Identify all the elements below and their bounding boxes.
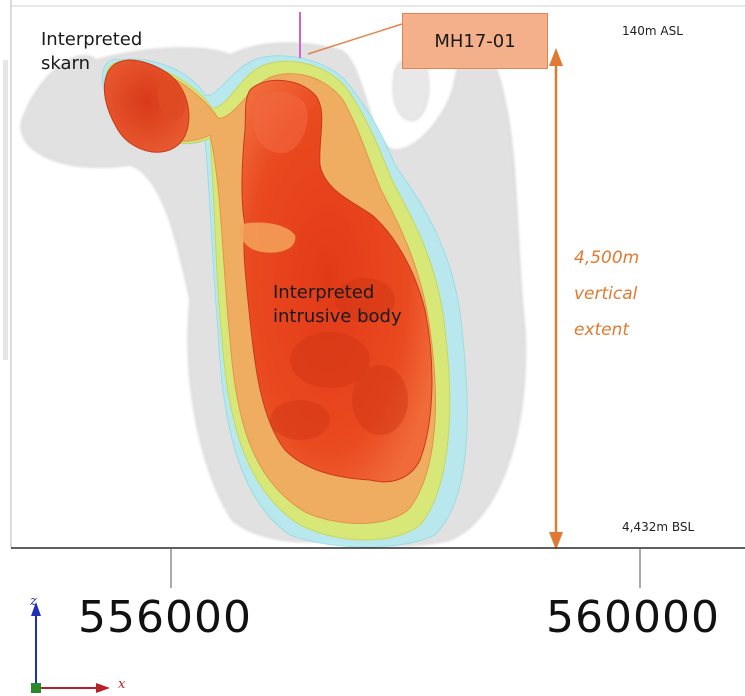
intrusive-label-line2: intrusive body (273, 306, 402, 327)
left-scroll-track[interactable] (3, 60, 8, 360)
intrusive-body-neck (239, 222, 296, 253)
easting-label-556000: 556000 (78, 592, 252, 643)
skarn-label: Interpreted skarn (41, 28, 142, 76)
axis-triad (31, 602, 110, 693)
intrusive-body-texture (270, 278, 408, 440)
extent-line3: extent (574, 320, 630, 340)
drillhole-label: MH17-01 (434, 30, 516, 52)
skarn-body-lobe (157, 79, 186, 120)
vertical-extent-arrow (549, 48, 563, 550)
bottom-elevation-label: 4,432m BSL (622, 520, 695, 534)
drillhole-label-box: MH17-01 (402, 13, 548, 69)
skarn-label-line2: skarn (41, 53, 91, 74)
intrusive-label-line1: Interpreted (273, 282, 375, 303)
axis-x-label: x (118, 677, 126, 692)
extent-line1: 4,500m (574, 248, 640, 268)
intrusive-body-highlight (253, 91, 308, 154)
skarn-label-line1: Interpreted (41, 29, 143, 50)
easting-label-560000: 560000 (546, 592, 720, 643)
drillhole-leader-line (307, 23, 403, 55)
axis-z-label: z (30, 594, 37, 609)
extent-line2: vertical (574, 284, 638, 304)
vertical-extent-label: 4,500m vertical extent (574, 240, 639, 348)
top-elevation-label: 140m ASL (622, 24, 683, 38)
intrusive-body-label: Interpreted intrusive body (273, 281, 402, 329)
